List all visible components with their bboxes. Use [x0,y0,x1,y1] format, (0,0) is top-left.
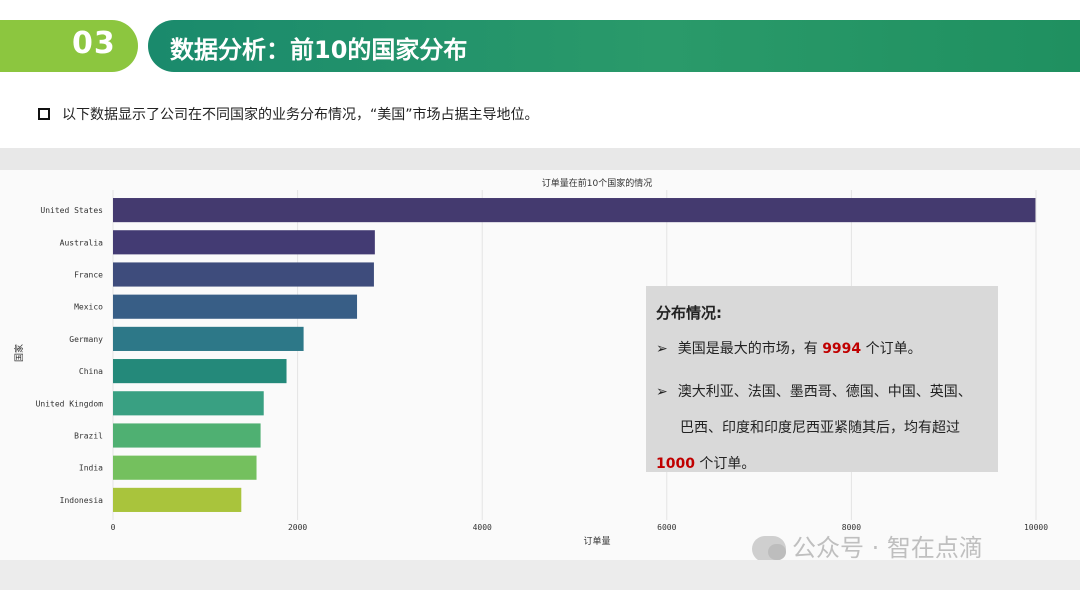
x-tick-label: 0 [111,523,116,532]
arrow-bullet-icon: ➢ [656,384,668,400]
section-number-tab: 03 [0,20,138,72]
bar-india [113,455,257,480]
bar-brazil [113,423,261,448]
chart-y-tick-labels: United States Australia France Mexico German… [36,206,104,505]
bullet2-line1: 澳大利亚、法国、墨西哥、德国、中国、英国、 [677,384,972,400]
chart-x-tick-labels: 0 2000 4000 6000 8000 10000 [111,523,1049,532]
square-bullet-icon [38,108,50,120]
wechat-logo-icon [752,536,786,562]
annotation-bullet-2: ➢ 澳大利亚、法国、墨西哥、德国、中国、英国、 巴西、印度和印度尼西亚紧随其后，均… [656,374,986,482]
y-tick-label: France [74,271,103,280]
bar-china [113,359,287,384]
bar-mexico [113,294,358,319]
section-number: 03 [72,26,116,61]
arrow-bullet-icon: ➢ [656,341,668,357]
y-tick-label: China [79,367,103,376]
intro-line: 以下数据显示了公司在不同国家的业务分布情况，“美国”市场占据主导地位。 [38,104,539,124]
y-tick-label: Germany [69,335,103,344]
x-tick-label: 6000 [657,523,676,532]
watermark-text: 公众号 · 智在点滴 [792,534,983,562]
section-title: 数据分析：前10的国家分布 [170,36,468,64]
section-title-bar: 数据分析：前10的国家分布 [148,20,1080,72]
header: 03 数据分析：前10的国家分布 [0,0,1080,80]
x-tick-label: 4000 [473,523,492,532]
bullet1-number: 9994 [822,341,862,357]
bar-germany [113,326,304,351]
divider-band [0,148,1080,170]
bar-indonesia [113,487,242,512]
bar-france [113,262,374,287]
chart-bars [113,198,1036,512]
x-tick-label: 2000 [288,523,307,532]
y-tick-label: Indonesia [60,496,104,505]
y-tick-label: Mexico [74,303,103,312]
bullet1-text-pre: 美国是最大的市场，有 [677,341,823,357]
distribution-annotation-box: 分布情况: ➢ 美国是最大的市场，有 9994 个订单。 ➢ 澳大利亚、法国、墨西哥… [646,286,998,472]
chart-title: 订单量在前10个国家的情况 [542,177,652,189]
bar-united-kingdom [113,391,264,416]
bottom-band [0,560,1080,590]
bar-chart: United States Australia France Mexico German… [13,177,1049,547]
y-tick-label: Brazil [74,432,103,441]
y-tick-label: Australia [60,238,104,247]
y-tick-label: United Kingdom [36,399,104,408]
bar-australia [113,230,375,255]
annotation-bullet-1: ➢ 美国是最大的市场，有 9994 个订单。 [656,338,922,358]
y-tick-label: United States [40,206,103,215]
chart-x-axis-label: 订单量 [583,535,610,547]
x-tick-label: 10000 [1024,523,1048,532]
chart-y-axis-label: 国家 [13,344,25,362]
annotation-heading: 分布情况: [656,304,722,322]
y-tick-label: India [79,464,103,473]
bar-united-states [113,198,1036,223]
intro-text: 以下数据显示了公司在不同国家的业务分布情况，“美国”市场占据主导地位。 [62,107,539,123]
bullet2-text-post: 个订单。 [694,456,756,472]
bullet1-text-post: 个订单。 [861,341,922,357]
watermark: 公众号 · 智在点滴 [752,528,983,563]
x-tick-label: 8000 [842,523,861,532]
bullet2-line2: 巴西、印度和印度尼西亚紧随其后，均有超过 [680,420,960,436]
bullet2-number: 1000 [656,456,695,472]
